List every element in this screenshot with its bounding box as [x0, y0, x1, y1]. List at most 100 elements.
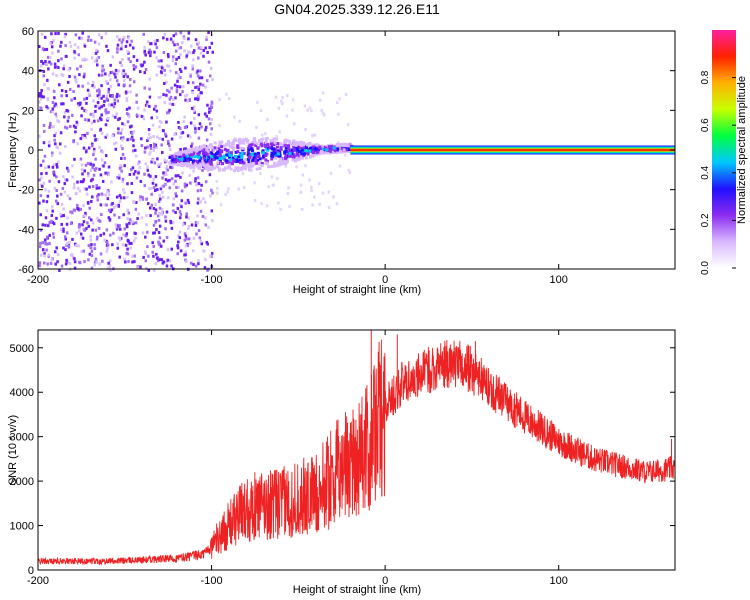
- spectrogram-cell: [86, 131, 89, 135]
- spectrogram-cell: [52, 232, 55, 236]
- spectrogram-cell: [171, 102, 174, 106]
- spectrogram-cell: [179, 152, 183, 156]
- spectrogram-ytick-label: 20: [22, 105, 34, 117]
- spectrogram-cell: [168, 90, 171, 94]
- spectrogram-cell: [96, 137, 99, 141]
- spectrogram-cell: [227, 97, 231, 101]
- spectrogram-cell: [189, 73, 192, 77]
- spectrogram-cell: [123, 83, 126, 87]
- spectrogram-cell: [193, 149, 197, 153]
- spectrogram-cell: [47, 87, 51, 91]
- spectrogram-cell: [196, 189, 200, 193]
- spectrogram-cell: [134, 170, 137, 174]
- spectrogram-cell: [107, 208, 111, 212]
- spectrogram-cell: [139, 179, 143, 183]
- spectrogram-cell: [176, 163, 180, 167]
- spectrogram-cell: [228, 154, 232, 158]
- spectrogram-cell: [157, 242, 161, 246]
- spectrogram-cell: [238, 119, 241, 123]
- spectrogram-cell: [183, 162, 187, 166]
- spectrogram-cell: [128, 115, 131, 119]
- spectrogram-cell: [336, 150, 340, 154]
- spectrogram-cell: [116, 175, 119, 179]
- spectrogram-cell: [180, 150, 184, 154]
- spectrogram-cell: [318, 202, 321, 206]
- spectrogram-cell: [177, 73, 181, 77]
- spectrogram-cell: [136, 266, 140, 270]
- spectrogram-cell: [174, 49, 178, 53]
- spectrogram-cell: [138, 166, 142, 170]
- spectrogram-cell: [83, 169, 87, 173]
- spectrogram-cell: [124, 44, 128, 48]
- spectrogram-cell: [140, 144, 144, 148]
- spectrogram-cell: [158, 206, 162, 210]
- spectrogram-cell: [95, 59, 99, 63]
- spectrogram-cell: [237, 139, 241, 143]
- spectrogram-cell: [275, 134, 278, 138]
- spectrogram-cell: [193, 116, 196, 120]
- spectrogram-cell: [96, 63, 99, 67]
- spectrogram-cell: [60, 89, 64, 93]
- spectrogram-cell: [81, 135, 85, 139]
- spectrogram-cell: [98, 116, 102, 120]
- spectrogram-cell: [73, 257, 76, 261]
- spectrogram-cell: [42, 95, 45, 99]
- spectrogram-cell: [236, 144, 240, 148]
- spectrogram-cell: [65, 222, 69, 226]
- spectrogram-cell: [218, 98, 221, 102]
- spectrogram-cell: [95, 184, 98, 188]
- spectrogram-cell: [90, 243, 93, 247]
- spectrogram-cell: [197, 197, 200, 201]
- spectrogram-cell: [109, 233, 112, 237]
- spectrogram-cell: [304, 127, 307, 131]
- spectrogram-cell: [332, 195, 335, 199]
- spectrogram-cell: [97, 42, 101, 46]
- spectrogram-cell: [175, 185, 178, 189]
- spectrogram-cell: [227, 164, 231, 168]
- spectrogram-cell: [226, 143, 230, 147]
- spectrogram-cell: [142, 117, 146, 121]
- spectrogram-cell: [179, 31, 183, 35]
- spectrogram-cell: [85, 227, 88, 231]
- spectrogram-cell: [194, 130, 197, 134]
- spectrogram-cell: [234, 150, 238, 154]
- spectrogram-cell: [100, 213, 103, 217]
- spectrogram-cell: [74, 130, 77, 134]
- spectrogram-cell: [280, 143, 284, 147]
- spectrogram-cell: [155, 146, 159, 150]
- spectrogram-cell: [207, 60, 211, 64]
- spectrogram-cell: [115, 72, 119, 76]
- spectrogram-cell: [335, 202, 339, 206]
- spectrogram-cell: [189, 44, 193, 48]
- spectrogram-cell: [63, 182, 67, 186]
- spectrogram-cell: [152, 135, 155, 139]
- spectrogram-xtick-label: -100: [201, 274, 223, 286]
- spectrogram-cell: [96, 235, 99, 239]
- spectrogram-cell: [159, 244, 163, 248]
- spectrogram-cell: [94, 257, 98, 261]
- spectrogram-cell: [179, 93, 182, 97]
- spectrogram-cell: [134, 236, 137, 240]
- spectrogram-cell: [156, 163, 160, 167]
- spectrogram-cell: [88, 216, 91, 220]
- spectrogram-cell: [64, 237, 67, 241]
- spectrogram-cell: [308, 178, 311, 182]
- spectrogram-cell: [184, 147, 187, 151]
- spectrogram-cell: [179, 249, 183, 253]
- spectrogram-xtick-label: 0: [382, 274, 388, 286]
- spectrogram-cell: [235, 167, 239, 171]
- spectrogram-cell: [152, 231, 155, 235]
- spectrogram-cell: [256, 146, 260, 150]
- spectrogram-cell: [85, 58, 88, 62]
- spectrogram-cell: [112, 105, 116, 109]
- spectrogram-cell: [118, 227, 122, 231]
- spectrogram-cell: [301, 173, 305, 177]
- spectrogram-cell: [152, 206, 156, 210]
- spectrogram-cell: [279, 145, 283, 149]
- spectrogram-cell: [168, 259, 172, 263]
- spectrogram-cell: [157, 64, 161, 68]
- spectrogram-cell: [344, 93, 348, 97]
- spectrogram-cell: [121, 177, 125, 181]
- spectrogram-cell: [210, 127, 213, 131]
